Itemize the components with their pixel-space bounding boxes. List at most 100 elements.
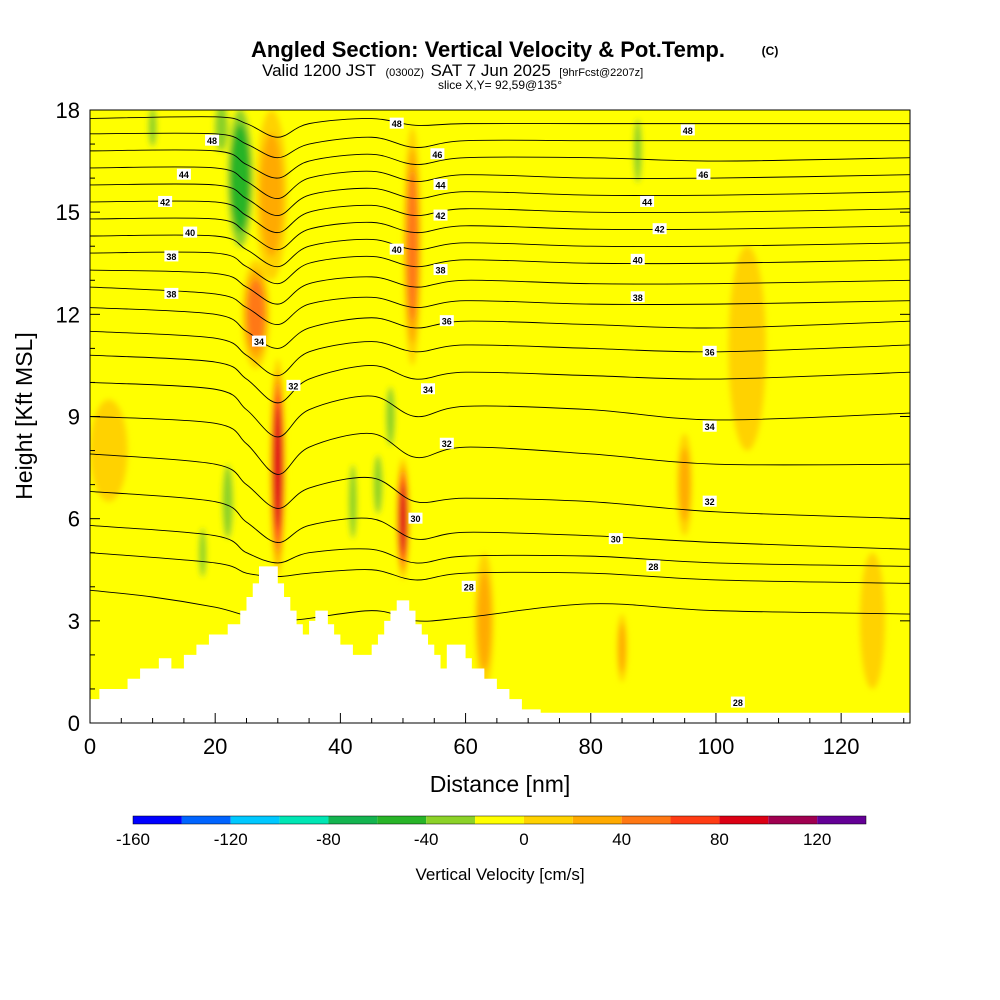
contour-label-bg: [461, 580, 476, 592]
contour-label-text: 46: [432, 150, 442, 160]
colorbar-swatch: [523, 816, 573, 824]
contour-label-bg: [646, 560, 661, 572]
contour-label-bg: [430, 148, 445, 160]
velocity-band: [859, 552, 885, 689]
contour-label: 34: [252, 335, 267, 347]
contour-label: 32: [439, 437, 454, 449]
velocity-band: [199, 528, 207, 578]
x-tick-label: 20: [203, 734, 227, 759]
colorbar: -160 -120 -80 -40 0 40 80 120: [116, 815, 867, 849]
theta-contour-line: [90, 132, 910, 159]
theta-contour-line: [90, 286, 910, 326]
contour-label: 40: [389, 243, 404, 255]
theta-contour-line: [90, 589, 910, 622]
contour-label-text: 40: [392, 245, 402, 255]
colorbar-swatch: [377, 816, 427, 824]
contour-label: 46: [430, 148, 445, 160]
contour-label-bg: [439, 315, 454, 327]
contour-label-bg: [183, 226, 198, 238]
velocity-band: [90, 399, 128, 502]
slice-info: slice X,Y= 92,59@135°: [438, 78, 562, 92]
contour-label: 44: [176, 168, 191, 180]
velocity-cell: [270, 358, 286, 577]
y-tick-label: 12: [56, 302, 80, 327]
theta-contour-line: [90, 183, 910, 217]
contour-label-bg: [730, 696, 745, 708]
contour-label-text: 32: [442, 439, 452, 449]
velocity-band: [385, 386, 395, 447]
terrain: [90, 566, 910, 723]
colorbar-swatch: [572, 816, 622, 824]
velocity-band: [373, 454, 383, 515]
contour-label-text: 38: [633, 293, 643, 303]
velocity-cell: [347, 450, 359, 553]
contour-label: 42: [652, 223, 667, 235]
title-units: (C): [762, 44, 779, 58]
contour-label-bg: [702, 495, 717, 507]
contour-label: 42: [433, 209, 448, 221]
contour-label-bg: [630, 253, 645, 265]
contour-label: 48: [389, 117, 404, 129]
velocity-cell: [677, 433, 693, 536]
theta-contour-line: [90, 453, 910, 520]
contour-label: 30: [608, 533, 623, 545]
contour-label: 32: [286, 379, 301, 391]
contour-label-bg: [630, 291, 645, 303]
contour-label-bg: [164, 250, 179, 262]
velocity-band: [260, 133, 283, 257]
contour-label-bg: [176, 168, 191, 180]
contour-label-text: 34: [254, 337, 264, 347]
contour-label-text: 42: [160, 197, 170, 207]
chart-title: Angled Section: Vertical Velocity & Pot.…: [251, 37, 725, 62]
theta-contour-line: [90, 330, 910, 377]
velocity-cell: [220, 450, 236, 553]
y-tick-label: 9: [68, 405, 80, 430]
velocity-band: [679, 447, 691, 522]
velocity-cell: [90, 399, 128, 502]
velocity-cell: [242, 259, 270, 369]
contour-label-bg: [702, 420, 717, 432]
theta-contour-line: [90, 307, 910, 349]
velocity-band: [633, 118, 642, 183]
contour-label-text: 38: [166, 289, 176, 299]
velocity-band: [230, 124, 251, 233]
colorbar-tick-label: -120: [214, 830, 248, 849]
velocity-band: [273, 406, 282, 529]
colorbar-tick-label: 40: [612, 830, 631, 849]
contour-label-text: 42: [655, 225, 665, 235]
contour-label-bg: [640, 195, 655, 207]
colorbar-swatch: [279, 816, 329, 824]
contour-label-bg: [702, 345, 717, 357]
vertical-velocity-field: [90, 110, 885, 689]
contour-label-text: 40: [185, 228, 195, 238]
contour-label: 38: [164, 287, 179, 299]
theta-contour-line: [90, 217, 910, 251]
subtitle-utc: (0300Z): [385, 67, 424, 79]
contour-label-bg: [680, 124, 695, 136]
contour-label-text: 42: [436, 211, 446, 221]
velocity-cell: [728, 246, 767, 451]
theta-contour-line: [90, 416, 910, 475]
theta-contour-line: [90, 381, 910, 438]
contour-label: 44: [433, 178, 448, 190]
contour-label-bg: [205, 134, 220, 146]
theta-contour-line: [90, 525, 910, 567]
contour-label: 34: [421, 383, 436, 395]
colorbar-tick-label: -160: [116, 830, 150, 849]
contour-label-text: 36: [705, 347, 715, 357]
velocity-cell: [284, 304, 296, 359]
contour-label-bg: [433, 209, 448, 221]
velocity-cell: [396, 457, 410, 580]
contour-label-text: 32: [705, 497, 715, 507]
contour-label: 28: [730, 696, 745, 708]
velocity-cell: [859, 552, 885, 689]
theta-contour-line: [90, 166, 910, 199]
contour-label-text: 44: [179, 170, 189, 180]
contour-label: 28: [461, 580, 476, 592]
contour-label: 36: [702, 345, 717, 357]
velocity-band: [348, 464, 357, 539]
colorbar-swatch: [475, 816, 524, 824]
contour-label-text: 30: [410, 514, 420, 524]
contour-label-text: 30: [611, 535, 621, 545]
y-tick-label: 6: [68, 507, 80, 532]
